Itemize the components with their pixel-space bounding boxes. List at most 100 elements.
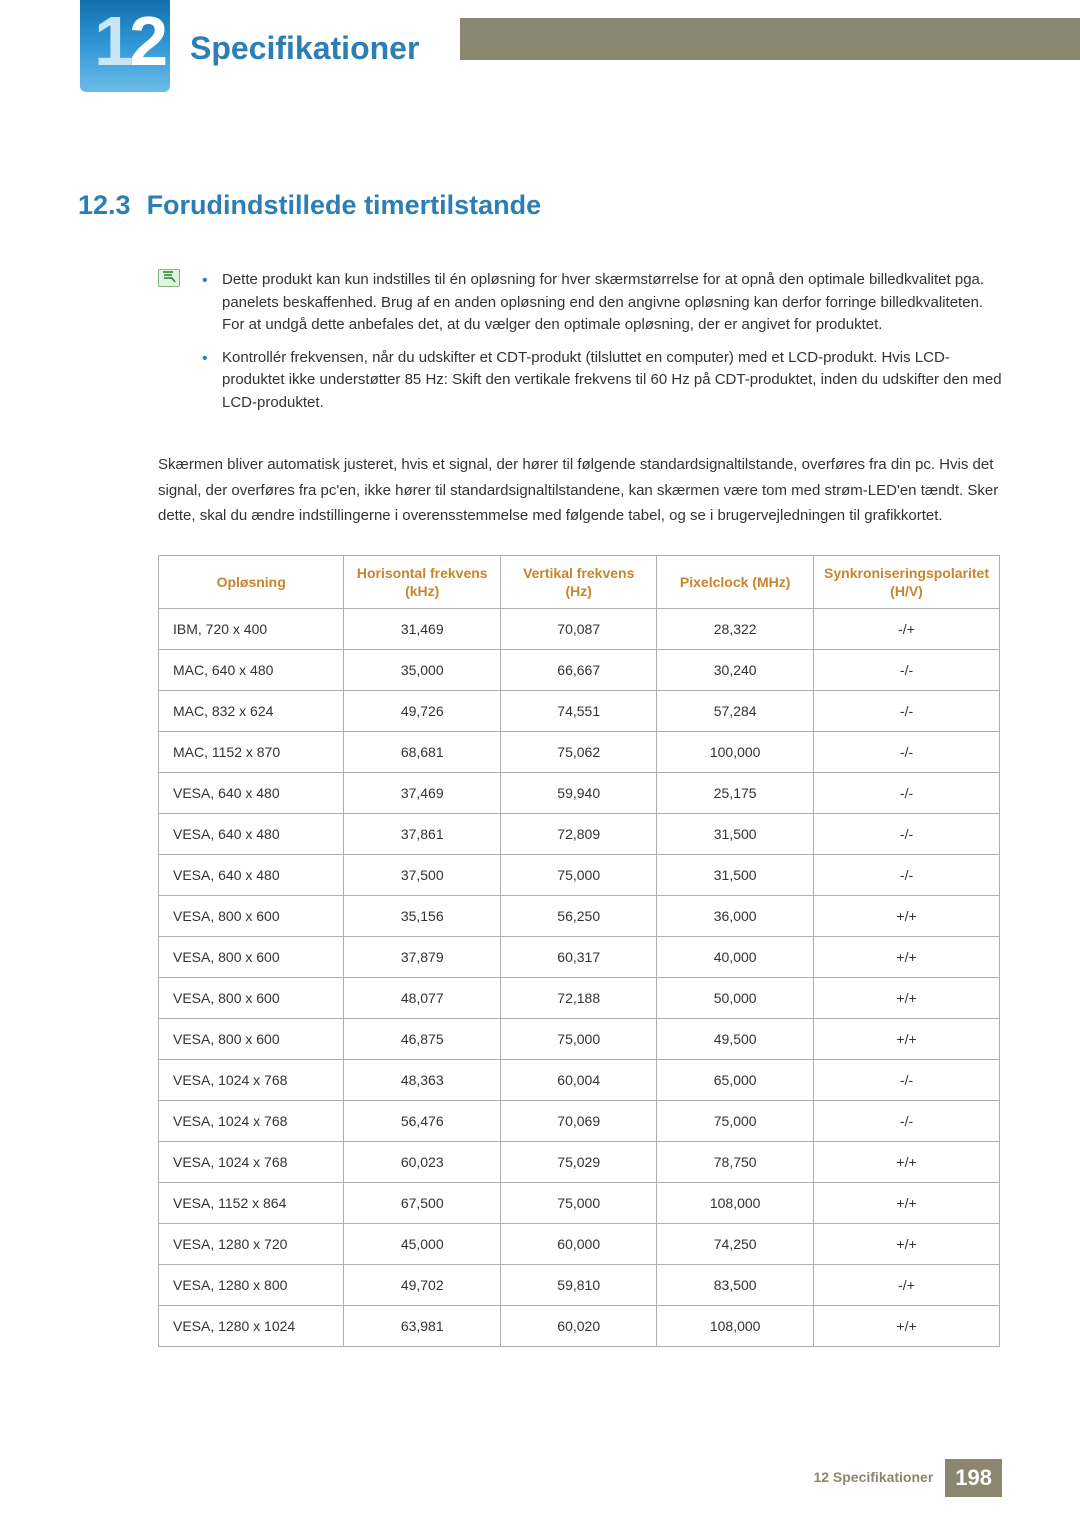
table-row: VESA, 800 x 60046,87575,00049,500+/+ (159, 1018, 1000, 1059)
table-cell: 60,317 (501, 936, 657, 977)
table-cell: -/- (814, 854, 1000, 895)
table-row: VESA, 1280 x 102463,98160,020108,000+/+ (159, 1305, 1000, 1346)
table-cell: 83,500 (657, 1264, 814, 1305)
table-row: MAC, 640 x 48035,00066,66730,240-/- (159, 649, 1000, 690)
table-cell: 46,875 (344, 1018, 501, 1059)
table-cell: VESA, 1280 x 720 (159, 1223, 344, 1264)
table-cell: 63,981 (344, 1305, 501, 1346)
table-cell: 75,000 (501, 1018, 657, 1059)
col-hfreq: Horisontal frekvens (kHz) (344, 555, 501, 608)
table-cell: -/- (814, 772, 1000, 813)
table-cell: 48,077 (344, 977, 501, 1018)
table-cell: -/- (814, 1059, 1000, 1100)
col-resolution: Opløsning (159, 555, 344, 608)
chapter-badge: 12 (80, 0, 170, 92)
table-cell: 72,809 (501, 813, 657, 854)
table-cell: +/+ (814, 1223, 1000, 1264)
note-item: Kontrollér frekvensen, når du udskifter … (202, 347, 1002, 415)
table-cell: 100,000 (657, 731, 814, 772)
table-cell: 37,500 (344, 854, 501, 895)
chapter-title: Specifikationer (190, 30, 419, 67)
table-cell: 75,000 (501, 1182, 657, 1223)
table-cell: VESA, 1152 x 864 (159, 1182, 344, 1223)
table-cell: -/- (814, 813, 1000, 854)
table-cell: -/+ (814, 608, 1000, 649)
col-syncpolarity: Synkroniseringspolaritet (H/V) (814, 555, 1000, 608)
table-cell: +/+ (814, 1141, 1000, 1182)
table-header-row: Opløsning Horisontal frekvens (kHz) Vert… (159, 555, 1000, 608)
table-row: VESA, 1152 x 86467,50075,000108,000+/+ (159, 1182, 1000, 1223)
section-number: 12.3 (78, 190, 131, 221)
table-cell: 56,476 (344, 1100, 501, 1141)
top-accent-bar (460, 18, 1080, 60)
page-footer: 12 Specifikationer 198 (813, 1459, 1002, 1497)
table-row: IBM, 720 x 40031,46970,08728,322-/+ (159, 608, 1000, 649)
table-cell: 40,000 (657, 936, 814, 977)
table-cell: 70,069 (501, 1100, 657, 1141)
table-cell: -/- (814, 649, 1000, 690)
table-cell: 75,000 (501, 854, 657, 895)
table-cell: 78,750 (657, 1141, 814, 1182)
table-cell: -/+ (814, 1264, 1000, 1305)
table-cell: -/- (814, 731, 1000, 772)
section-heading: 12.3 Forudindstillede timertilstande (78, 190, 1002, 221)
col-pixelclock: Pixelclock (MHz) (657, 555, 814, 608)
table-cell: 70,087 (501, 608, 657, 649)
table-cell: 75,000 (657, 1100, 814, 1141)
table-cell: VESA, 1280 x 1024 (159, 1305, 344, 1346)
table-cell: MAC, 640 x 480 (159, 649, 344, 690)
table-cell: 72,188 (501, 977, 657, 1018)
table-cell: 35,000 (344, 649, 501, 690)
table-cell: 56,250 (501, 895, 657, 936)
note-icon (158, 269, 180, 287)
table-cell: VESA, 1280 x 800 (159, 1264, 344, 1305)
table-cell: VESA, 640 x 480 (159, 772, 344, 813)
timing-table: Opløsning Horisontal frekvens (kHz) Vert… (158, 555, 1000, 1347)
table-cell: 49,702 (344, 1264, 501, 1305)
table-cell: 59,810 (501, 1264, 657, 1305)
table-cell: 75,029 (501, 1141, 657, 1182)
table-cell: 35,156 (344, 895, 501, 936)
col-vfreq: Vertikal frekvens (Hz) (501, 555, 657, 608)
table-cell: 60,020 (501, 1305, 657, 1346)
table-cell: 74,551 (501, 690, 657, 731)
table-cell: 45,000 (344, 1223, 501, 1264)
table-cell: VESA, 1024 x 768 (159, 1100, 344, 1141)
table-row: MAC, 1152 x 87068,68175,062100,000-/- (159, 731, 1000, 772)
table-cell: 49,726 (344, 690, 501, 731)
table-cell: 66,667 (501, 649, 657, 690)
body-paragraph: Skærmen bliver automatisk justeret, hvis… (158, 452, 1002, 529)
table-cell: VESA, 800 x 600 (159, 936, 344, 977)
table-cell: MAC, 1152 x 870 (159, 731, 344, 772)
table-cell: 37,879 (344, 936, 501, 977)
table-cell: 25,175 (657, 772, 814, 813)
table-cell: 108,000 (657, 1182, 814, 1223)
table-cell: 60,000 (501, 1223, 657, 1264)
table-cell: VESA, 800 x 600 (159, 1018, 344, 1059)
table-row: VESA, 800 x 60048,07772,18850,000+/+ (159, 977, 1000, 1018)
note-list: Dette produkt kan kun indstilles til én … (202, 269, 1002, 424)
table-cell: 31,500 (657, 813, 814, 854)
table-cell: +/+ (814, 977, 1000, 1018)
table-cell: 67,500 (344, 1182, 501, 1223)
table-row: MAC, 832 x 62449,72674,55157,284-/- (159, 690, 1000, 731)
table-cell: 60,004 (501, 1059, 657, 1100)
table-cell: VESA, 1024 x 768 (159, 1059, 344, 1100)
table-cell: +/+ (814, 936, 1000, 977)
table-row: VESA, 800 x 60035,15656,25036,000+/+ (159, 895, 1000, 936)
table-cell: 31,469 (344, 608, 501, 649)
table-row: VESA, 640 x 48037,50075,00031,500-/- (159, 854, 1000, 895)
table-cell: 65,000 (657, 1059, 814, 1100)
table-row: VESA, 1280 x 80049,70259,81083,500-/+ (159, 1264, 1000, 1305)
table-cell: VESA, 640 x 480 (159, 854, 344, 895)
footer-chapter-label: 12 Specifikationer (813, 1459, 945, 1497)
table-cell: 68,681 (344, 731, 501, 772)
table-cell: +/+ (814, 1018, 1000, 1059)
table-cell: +/+ (814, 1182, 1000, 1223)
table-cell: 37,469 (344, 772, 501, 813)
table-cell: 30,240 (657, 649, 814, 690)
table-row: VESA, 640 x 48037,46959,94025,175-/- (159, 772, 1000, 813)
table-cell: 49,500 (657, 1018, 814, 1059)
table-cell: 37,861 (344, 813, 501, 854)
table-cell: +/+ (814, 895, 1000, 936)
